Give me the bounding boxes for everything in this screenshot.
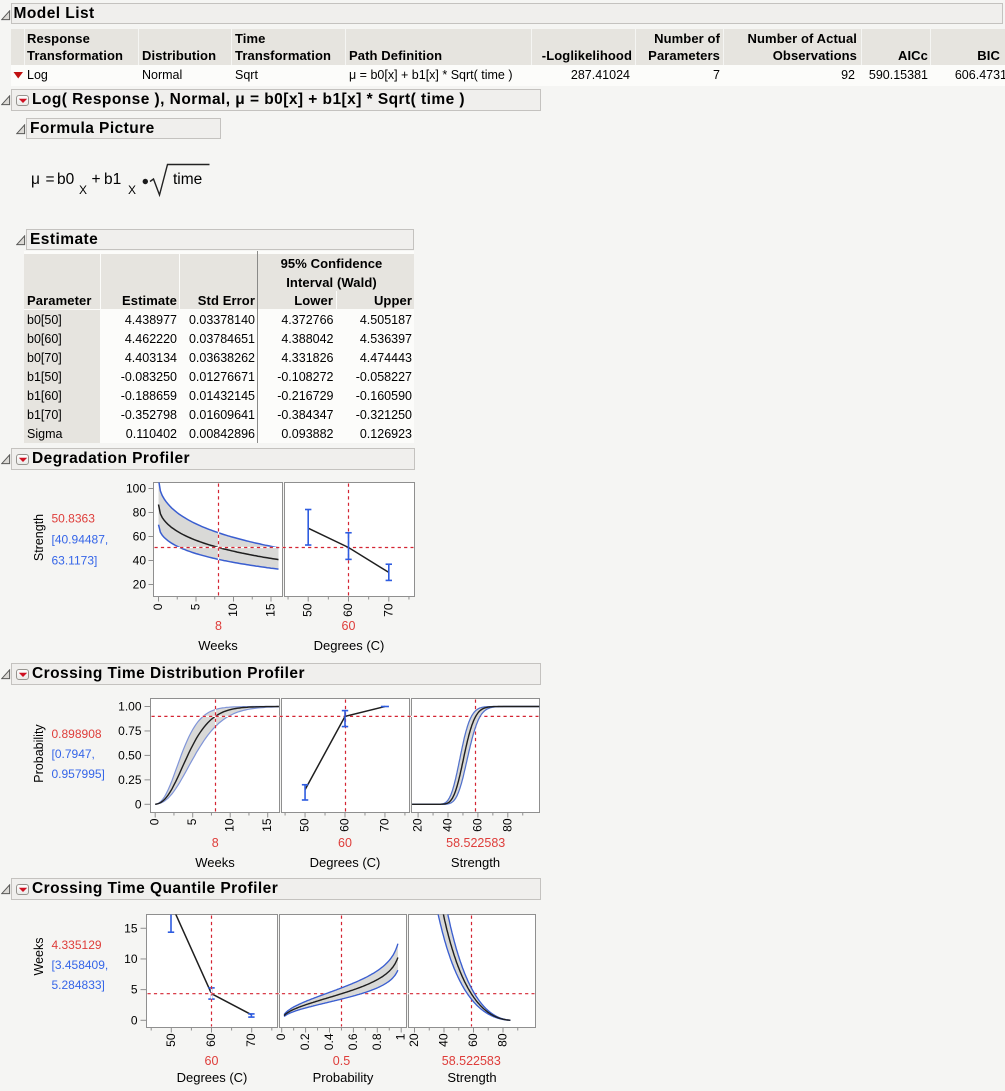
svg-text:100: 100: [126, 482, 146, 496]
svg-text:0.957995]: 0.957995]: [52, 767, 105, 781]
svg-text:0.25: 0.25: [118, 773, 142, 787]
svg-text:0.5: 0.5: [333, 1054, 350, 1068]
svg-text:Degrees (C): Degrees (C): [310, 855, 381, 870]
svg-text:80: 80: [500, 818, 514, 832]
svg-text:1: 1: [394, 1033, 408, 1040]
svg-text:63.1173]: 63.1173]: [52, 554, 98, 568]
svg-text:60: 60: [338, 818, 352, 832]
svg-text:Weeks: Weeks: [195, 855, 235, 870]
svg-text:0.2: 0.2: [298, 1033, 312, 1050]
svg-text:80: 80: [133, 506, 147, 520]
svg-text:10: 10: [124, 952, 138, 966]
svg-text:Probability: Probability: [32, 724, 46, 783]
svg-text:[0.7947,: [0.7947,: [52, 747, 95, 761]
svg-text:60: 60: [204, 1033, 218, 1047]
svg-text:0.50: 0.50: [118, 748, 142, 762]
svg-text:5: 5: [189, 603, 203, 610]
svg-text:15: 15: [124, 921, 138, 935]
svg-text:50.8363: 50.8363: [52, 512, 96, 526]
svg-text:0: 0: [151, 603, 165, 610]
svg-text:20: 20: [407, 1033, 421, 1047]
svg-text:[40.94487,: [40.94487,: [52, 533, 109, 547]
svg-text:Strength: Strength: [32, 514, 46, 561]
svg-text:10: 10: [226, 603, 240, 617]
svg-text:0.75: 0.75: [118, 724, 142, 738]
svg-text:Weeks: Weeks: [32, 938, 46, 976]
svg-text:60: 60: [342, 619, 356, 633]
svg-text:8: 8: [212, 836, 219, 850]
svg-text:0.8: 0.8: [370, 1033, 384, 1050]
svg-text:4.335129: 4.335129: [52, 938, 102, 952]
svg-text:60: 60: [133, 530, 147, 544]
svg-text:15: 15: [260, 818, 274, 832]
svg-text:5.284833]: 5.284833]: [52, 978, 105, 992]
svg-text:50: 50: [298, 818, 312, 832]
svg-text:5: 5: [131, 983, 138, 997]
svg-text:80: 80: [496, 1033, 510, 1047]
svg-text:20: 20: [411, 818, 425, 832]
svg-text:Strength: Strength: [447, 1070, 496, 1085]
svg-text:40: 40: [437, 1033, 451, 1047]
svg-text:60: 60: [466, 1033, 480, 1047]
svg-text:0.898908: 0.898908: [52, 727, 102, 741]
svg-text:8: 8: [215, 619, 222, 633]
svg-text:40: 40: [441, 818, 455, 832]
svg-text:60: 60: [205, 1054, 219, 1068]
svg-text:1.00: 1.00: [118, 700, 142, 714]
svg-text:50: 50: [164, 1033, 178, 1047]
svg-text:70: 70: [377, 818, 391, 832]
svg-text:40: 40: [133, 554, 147, 568]
svg-text:60: 60: [470, 818, 484, 832]
svg-text:70: 70: [381, 603, 395, 617]
svg-text:0.6: 0.6: [346, 1033, 360, 1050]
svg-text:50: 50: [301, 603, 315, 617]
svg-text:58.522583: 58.522583: [446, 836, 505, 850]
svg-text:15: 15: [264, 603, 278, 617]
svg-text:0: 0: [274, 1033, 288, 1040]
svg-text:0: 0: [148, 818, 162, 825]
svg-text:60: 60: [338, 836, 352, 850]
svg-text:70: 70: [244, 1033, 258, 1047]
svg-text:[3.458409,: [3.458409,: [52, 958, 109, 972]
svg-text:5: 5: [185, 818, 199, 825]
svg-text:20: 20: [133, 578, 147, 592]
svg-text:60: 60: [341, 603, 355, 617]
svg-text:0: 0: [131, 1013, 138, 1027]
svg-text:0.4: 0.4: [322, 1033, 336, 1050]
svg-text:10: 10: [223, 818, 237, 832]
svg-text:0: 0: [135, 797, 142, 811]
svg-text:Degrees (C): Degrees (C): [177, 1070, 248, 1085]
svg-text:Probability: Probability: [313, 1070, 374, 1085]
svg-text:Weeks: Weeks: [198, 638, 238, 653]
svg-text:58.522583: 58.522583: [442, 1054, 501, 1068]
svg-text:Degrees (C): Degrees (C): [314, 638, 385, 653]
svg-text:Strength: Strength: [451, 855, 500, 870]
